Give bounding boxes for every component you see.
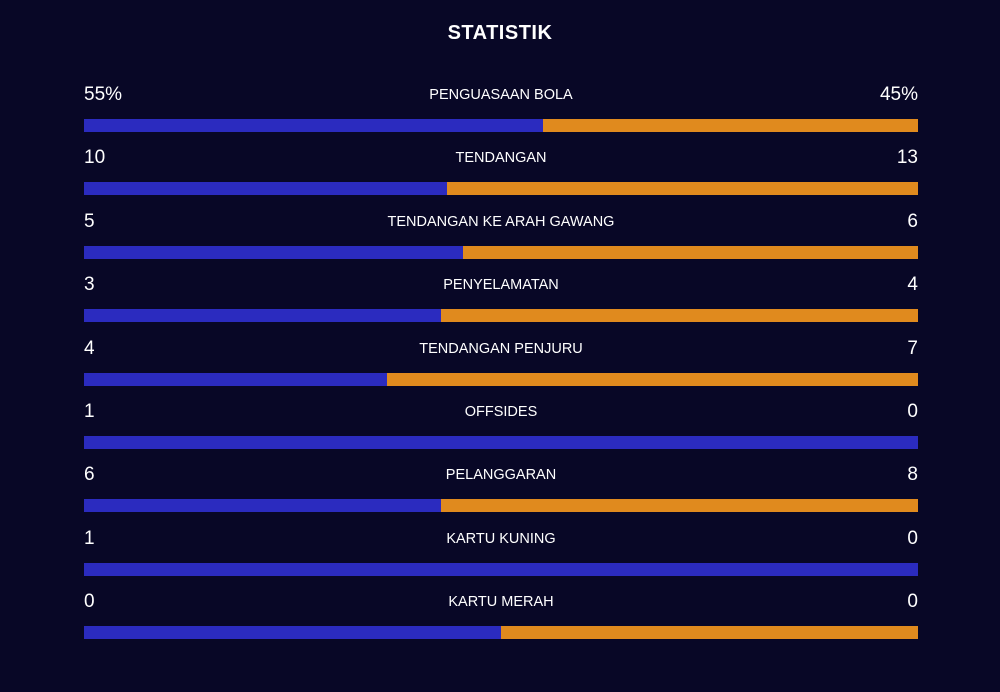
stat-label: OFFSIDES (464, 403, 538, 420)
stat-header: 6 PELANGGARAN 8 (84, 460, 918, 498)
home-value: 6 (84, 464, 95, 486)
away-value: 13 (896, 147, 918, 169)
stat-bar (84, 309, 918, 323)
stat-header: 0 KARTU MERAH 0 (84, 587, 918, 625)
away-value: 0 (907, 400, 918, 422)
away-value: 4 (907, 274, 918, 296)
home-bar-fill (84, 626, 501, 640)
stat-label: TENDANGAN (455, 150, 547, 167)
stat-row-red-cards: 0 KARTU MERAH 0 (84, 587, 918, 650)
stat-label: PENGUASAAN BOLA (429, 87, 573, 103)
away-value: 45% (879, 84, 918, 105)
home-value: 55% (84, 84, 123, 105)
home-bar-fill (84, 562, 918, 576)
stats-title: STATISTIK (447, 22, 553, 44)
stat-header: 1 KARTU KUNING 0 (84, 524, 918, 562)
home-value: 4 (84, 337, 95, 359)
stat-row-offsides: 1 OFFSIDES 0 (84, 397, 918, 460)
away-value: 6 (907, 210, 918, 232)
stat-bar (84, 626, 918, 640)
home-bar-fill (84, 372, 388, 386)
stat-label: PELANGGARAN (445, 467, 557, 484)
away-value: 0 (907, 591, 918, 613)
stat-label: TENDANGAN KE ARAH GAWANG (387, 213, 615, 230)
home-bar-fill (84, 119, 543, 132)
stat-bar (84, 372, 918, 386)
home-value: 3 (84, 274, 95, 296)
away-bar-fill (387, 372, 918, 386)
home-value: 10 (84, 147, 106, 169)
stat-label: KARTU MERAH (448, 594, 554, 611)
stat-label: PENYELAMATAN (443, 277, 559, 294)
stat-label: TENDANGAN PENJURU (419, 340, 583, 357)
stat-header: 5 TENDANGAN KE ARAH GAWANG 6 (84, 207, 918, 245)
away-bar-fill (441, 309, 918, 323)
stat-row-saves: 3 PENYELAMATAN 4 (84, 270, 918, 333)
stat-row-yellow-cards: 1 KARTU KUNING 0 (84, 524, 918, 587)
stat-bar (84, 182, 918, 196)
stat-bar (84, 499, 918, 513)
home-bar-fill (84, 182, 447, 196)
away-bar-fill (501, 626, 918, 640)
stat-header: 3 PENYELAMATAN 4 (84, 270, 918, 308)
home-bar-fill (84, 245, 464, 259)
away-bar-fill (463, 245, 918, 259)
home-bar-fill (84, 435, 918, 449)
stat-bar (84, 119, 918, 132)
away-value: 8 (907, 464, 918, 486)
stat-bar (84, 435, 918, 449)
stats-list: 55% PENGUASAAN BOLA 45% 10 TENDANGAN 13 … (84, 80, 918, 651)
away-bar-fill (446, 182, 918, 196)
home-bar-fill (84, 499, 442, 513)
away-value: 0 (907, 527, 918, 549)
stat-header: 55% PENGUASAAN BOLA 45% (84, 80, 918, 118)
stat-label: KARTU KUNING (446, 530, 556, 547)
home-value: 0 (84, 591, 95, 613)
away-value: 7 (907, 337, 918, 359)
home-value: 5 (84, 210, 95, 232)
stat-row-fouls: 6 PELANGGARAN 8 (84, 460, 918, 523)
stat-row-shots: 10 TENDANGAN 13 (84, 143, 918, 206)
stat-bar (84, 245, 918, 259)
stat-header: 1 OFFSIDES 0 (84, 397, 918, 435)
home-value: 1 (84, 400, 95, 422)
stat-header: 10 TENDANGAN 13 (84, 143, 918, 181)
home-value: 1 (84, 527, 95, 549)
home-bar-fill (84, 309, 442, 323)
stat-bar (84, 562, 918, 576)
stat-row-corners: 4 TENDANGAN PENJURU 7 (84, 334, 918, 397)
stat-row-shots-on-target: 5 TENDANGAN KE ARAH GAWANG 6 (84, 207, 918, 270)
away-bar-fill (441, 499, 918, 513)
stat-header: 4 TENDANGAN PENJURU 7 (84, 334, 918, 372)
stat-row-possession: 55% PENGUASAAN BOLA 45% (84, 80, 918, 143)
away-bar-fill (542, 119, 918, 132)
